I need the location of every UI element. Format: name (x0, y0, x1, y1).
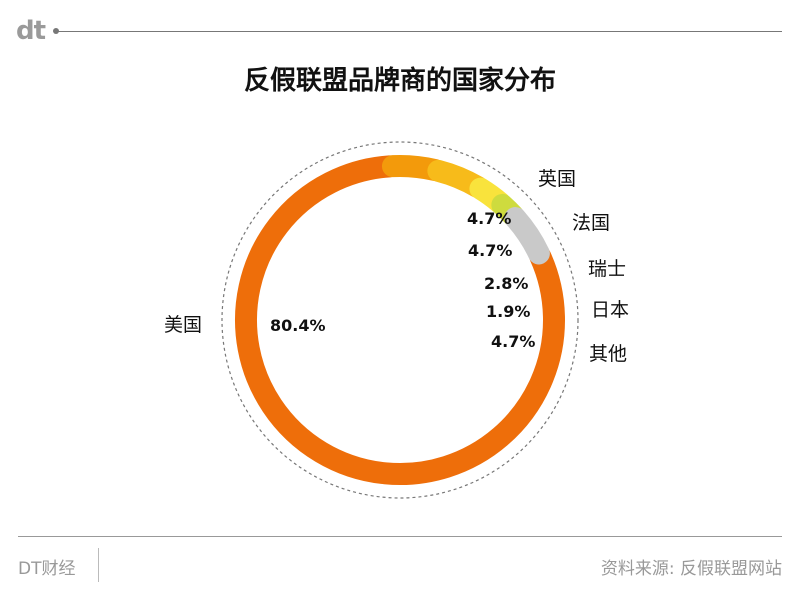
value-label-1: 4.7% (467, 209, 511, 228)
category-label-0: 美国 (164, 314, 202, 336)
footer-separator (98, 548, 99, 582)
value-label-2: 4.7% (468, 241, 512, 260)
value-label-3: 2.8% (484, 274, 528, 293)
value-label-5: 4.7% (491, 332, 535, 351)
value-label-0: 80.4% (270, 316, 326, 335)
chart-title: 反假联盟品牌商的国家分布 (243, 66, 556, 96)
footer-rule (18, 536, 782, 537)
chart-arcs (235, 155, 565, 485)
dt-logo: dt (16, 16, 46, 46)
slice-0 (235, 155, 565, 485)
category-label-4: 日本 (591, 299, 629, 321)
category-label-1: 英国 (538, 168, 576, 190)
category-label-3: 瑞士 (588, 258, 626, 280)
value-label-4: 1.9% (486, 302, 530, 321)
slice-5 (504, 207, 550, 265)
footer-brand: DT财经 (18, 559, 76, 579)
header-rule (56, 31, 782, 32)
category-label-5: 其他 (589, 343, 627, 365)
category-label-2: 法国 (572, 212, 610, 234)
chart-labels: 80.4% 美国 4.7% 英国 4.7% 法国 2.8% 瑞士 1.9% 日本 4.7% 其他 (164, 168, 629, 365)
footer-source: 资料来源: 反假联盟网站 (600, 559, 782, 579)
outer-dashed-ring (221, 141, 579, 499)
